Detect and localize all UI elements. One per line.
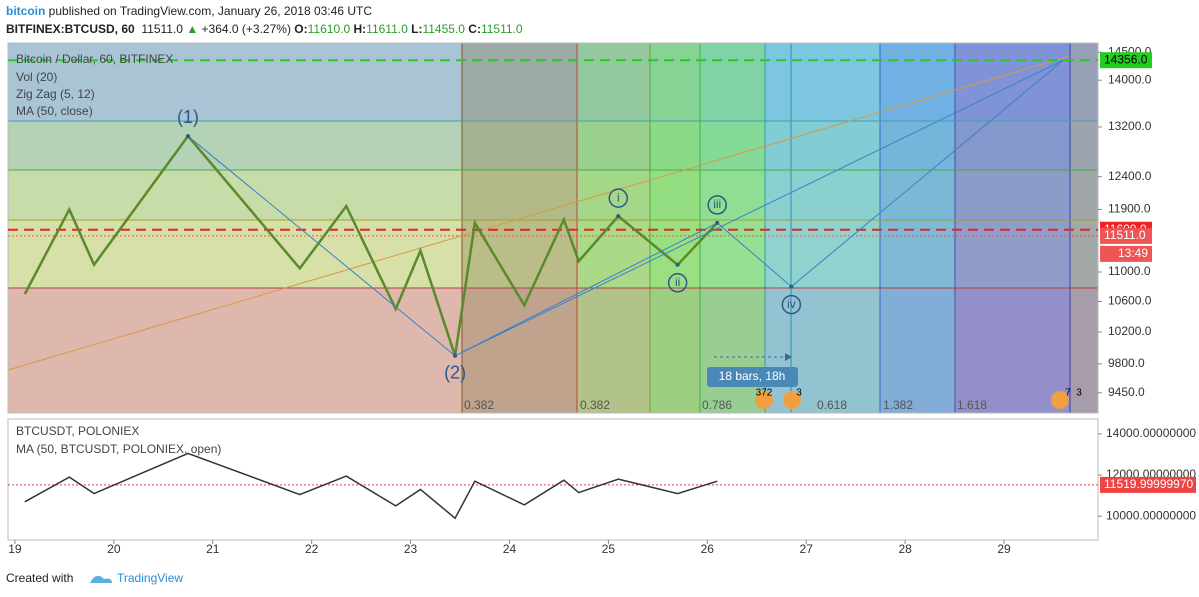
- fib-label: 0.618: [817, 398, 847, 412]
- measure-label: 18 bars, 18h: [719, 369, 786, 383]
- y-tick-label: 10600.0: [1108, 294, 1152, 308]
- x-tick-label: 20: [107, 542, 121, 556]
- wave-label: iii: [713, 197, 721, 211]
- x-tick-label: 23: [404, 542, 418, 556]
- up-arrow: ▲: [186, 22, 199, 36]
- y-tick-label: 11900.0: [1108, 202, 1151, 216]
- wave-point: [616, 214, 621, 219]
- y-tick-label: 14000.0: [1108, 72, 1152, 86]
- footer-brand[interactable]: TradingView: [117, 571, 183, 585]
- legend-item: Vol (20): [16, 70, 57, 84]
- y-tick-label: 10000.00000000: [1106, 508, 1196, 522]
- wave-label: i: [617, 190, 620, 204]
- published: published on TradingView.com, January 26…: [48, 4, 372, 18]
- wave-badge: [667, 273, 688, 293]
- y-tick-label: 9450.0: [1108, 385, 1145, 399]
- lower-ma: MA (50, BTCUSDT, POLONIEX, open): [16, 442, 221, 456]
- fib-time-labels: 0.382 0.382 0.786 0.618 1.382 1.618: [464, 398, 987, 412]
- ohlc-value: 11455.0: [422, 22, 465, 36]
- event-count[interactable]: 3: [1076, 388, 1082, 399]
- wave-point: [186, 134, 191, 139]
- fib-label: 0.382: [580, 398, 610, 412]
- wave-point: [789, 284, 794, 289]
- wave-label: (2): [444, 363, 466, 383]
- y-tick-label: 9800.0: [1108, 356, 1145, 370]
- marks: 14500.014000.013200.012400.011900.011000…: [8, 44, 1196, 556]
- y-tick-label: 12400.0: [1108, 169, 1152, 183]
- fib-label: 0.786: [702, 398, 732, 412]
- footer-created: Created with: [6, 571, 73, 585]
- change: +364.0 (+3.27%): [201, 22, 291, 36]
- wave-point: [715, 220, 720, 225]
- countdown-tag: [1100, 245, 1152, 262]
- lower-line: [24, 452, 718, 520]
- y-tick-label: 11000.0: [1108, 264, 1151, 278]
- price-tag: [1100, 476, 1196, 493]
- x-tick-label: 22: [305, 542, 319, 556]
- event-count[interactable]: 7: [1065, 388, 1071, 399]
- x-tick-label: 24: [503, 542, 517, 556]
- wave-channel: [187, 59, 1064, 357]
- lower-frame: [7, 418, 1099, 541]
- last: 11511.0: [141, 22, 183, 36]
- wave-badge: [608, 188, 629, 208]
- price-tag: [1100, 52, 1152, 69]
- x-tick-label: 27: [800, 542, 814, 556]
- price-tag-label: 11519.99999970: [1104, 477, 1194, 491]
- main-frame: [7, 42, 1099, 414]
- price-tag-label: 11511.0: [1104, 228, 1146, 242]
- tv-logo: [90, 575, 112, 583]
- fib-label: 0.382: [464, 398, 494, 412]
- header-line: bitcoin published on TradingView.com, Ja…: [6, 4, 372, 18]
- quote-line: BITFINEX:BTCUSD, 60 11511.0 ▲ +364.0 (+3…: [6, 22, 523, 36]
- ohlc-value: 11611.0: [366, 22, 408, 36]
- x-tick-label: 28: [898, 542, 912, 556]
- x-tick-label: 26: [701, 542, 715, 556]
- x-tick-label: 21: [206, 542, 220, 556]
- ohlc-key: L:: [411, 22, 423, 36]
- wave-label: (1): [177, 107, 199, 127]
- ohlc-key: C:: [468, 22, 481, 36]
- ohlc-key: O:: [294, 22, 308, 36]
- y-tick-label: 14000.00000000: [1106, 426, 1196, 440]
- legend-item: Bitcoin / Dollar, 60, BITFINEX: [16, 52, 173, 66]
- event-count[interactable]: 3: [796, 388, 802, 399]
- ohlc-key: H:: [353, 22, 367, 36]
- lower-title: BTCUSDT, POLONIEX: [16, 424, 139, 438]
- ohlc: O:11610.0 H:11611.0 L:11455.0 C:11511.0: [294, 22, 522, 36]
- ohlc-value: 11511.0: [480, 22, 523, 36]
- wave-point: [675, 262, 680, 267]
- zigzag-line: [23, 134, 719, 357]
- wave-label: iv: [787, 297, 796, 311]
- y-tick-label: 13200.0: [1108, 119, 1152, 133]
- symbol: BITFINEX:BTCUSD, 60: [6, 22, 135, 36]
- countdown: 13:49: [1118, 246, 1148, 260]
- events: 372 3 7 3: [755, 388, 1082, 409]
- wave-badge: [707, 195, 727, 215]
- zones: [7, 43, 1098, 413]
- x-tick-label: 19: [8, 542, 22, 556]
- legend-item: MA (50, close): [16, 104, 93, 118]
- fib-label: 1.618: [957, 398, 987, 412]
- y-tick-label: 10200.0: [1108, 324, 1152, 338]
- author[interactable]: bitcoin: [6, 4, 46, 18]
- wave-label: ii: [675, 275, 680, 289]
- price-tag-label: 14356.0: [1104, 52, 1148, 66]
- fib-label: 1.382: [883, 398, 913, 412]
- x-tick-label: 29: [997, 542, 1011, 556]
- ohlc-value: 11610.0: [307, 22, 351, 36]
- price-tag: [1100, 227, 1152, 244]
- measure: 18 bars, 18h: [707, 353, 798, 387]
- wave-badge: [781, 294, 802, 315]
- legend: Bitcoin / Dollar, 60, BITFINEX Vol (20) …: [16, 52, 221, 456]
- legend-item: Zig Zag (5, 12): [16, 87, 95, 101]
- event-count[interactable]: 372: [756, 388, 773, 399]
- wave-point: [453, 353, 458, 358]
- x-tick-label: 25: [602, 542, 616, 556]
